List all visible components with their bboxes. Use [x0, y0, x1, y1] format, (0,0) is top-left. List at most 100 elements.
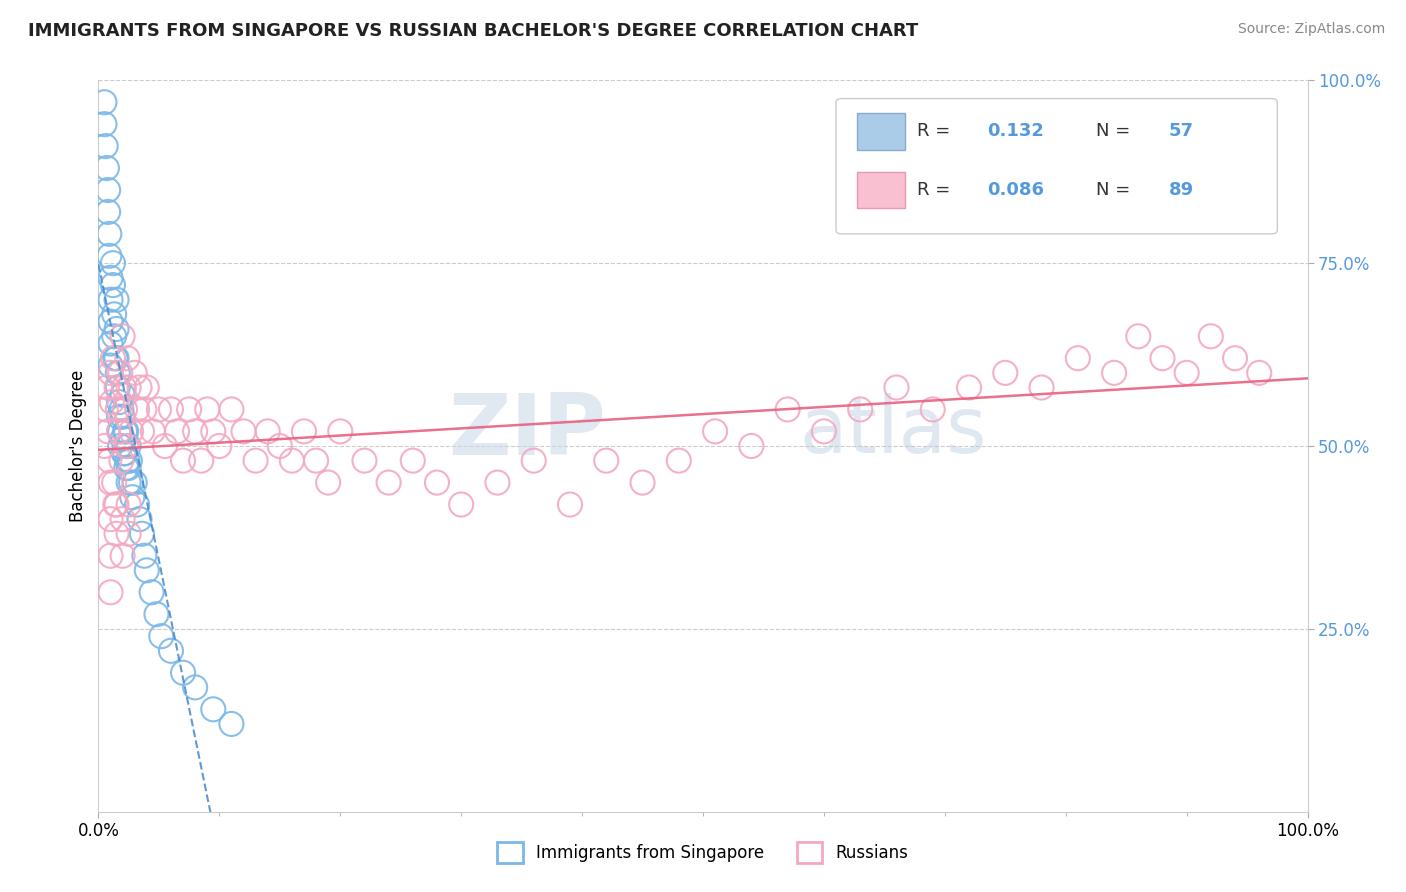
Point	[1249, 366, 1271, 380]
Point	[172, 665, 194, 680]
Point	[166, 425, 188, 439]
Point	[202, 702, 225, 716]
Point	[124, 475, 146, 490]
Point	[281, 453, 304, 467]
Point	[101, 351, 124, 366]
Point	[256, 425, 278, 439]
Point	[849, 402, 872, 417]
Point	[292, 425, 315, 439]
Point	[97, 205, 120, 219]
Point	[118, 526, 141, 541]
Point	[96, 380, 118, 394]
Point	[134, 549, 156, 563]
Point	[450, 498, 472, 512]
Point	[994, 366, 1017, 380]
Point	[108, 439, 131, 453]
Point	[353, 453, 375, 467]
Point	[100, 549, 122, 563]
Point	[668, 453, 690, 467]
Point	[142, 425, 165, 439]
Point	[94, 402, 117, 417]
Point	[160, 644, 183, 658]
FancyBboxPatch shape	[837, 99, 1278, 234]
Point	[94, 139, 117, 153]
Point	[118, 498, 141, 512]
Point	[127, 498, 149, 512]
Point	[111, 329, 134, 343]
Point	[114, 425, 136, 439]
Text: N =: N =	[1097, 181, 1136, 199]
Point	[103, 329, 125, 343]
Text: 0.086: 0.086	[987, 181, 1045, 199]
Point	[100, 315, 122, 329]
Point	[245, 453, 267, 467]
Point	[100, 293, 122, 307]
Point	[111, 432, 134, 446]
Point	[96, 161, 118, 175]
FancyBboxPatch shape	[856, 171, 905, 209]
Point	[305, 453, 328, 467]
Point	[114, 446, 136, 460]
FancyBboxPatch shape	[856, 113, 905, 150]
Point	[100, 512, 122, 526]
Point	[1031, 380, 1053, 394]
Point	[523, 453, 546, 467]
Point	[105, 293, 128, 307]
Point	[1223, 351, 1246, 366]
Point	[1102, 366, 1125, 380]
Point	[105, 380, 128, 394]
Text: IMMIGRANTS FROM SINGAPORE VS RUSSIAN BACHELOR'S DEGREE CORRELATION CHART: IMMIGRANTS FROM SINGAPORE VS RUSSIAN BAC…	[28, 22, 918, 40]
Text: ZIP: ZIP	[449, 390, 606, 473]
Point	[595, 453, 617, 467]
Point	[426, 475, 449, 490]
Point	[118, 475, 141, 490]
Y-axis label: Bachelor's Degree: Bachelor's Degree	[69, 370, 87, 522]
Point	[128, 512, 150, 526]
Point	[1175, 366, 1198, 380]
Point	[108, 395, 131, 409]
Point	[145, 607, 167, 622]
Text: 0.132: 0.132	[987, 122, 1045, 140]
Point	[98, 453, 121, 467]
Point	[486, 475, 509, 490]
Point	[100, 336, 122, 351]
Point	[105, 351, 128, 366]
Point	[97, 183, 120, 197]
Point	[776, 402, 799, 417]
Point	[141, 585, 163, 599]
Point	[184, 425, 207, 439]
Point	[377, 475, 399, 490]
Point	[103, 307, 125, 321]
Point	[1067, 351, 1090, 366]
Point	[118, 453, 141, 467]
Point	[105, 526, 128, 541]
Point	[105, 498, 128, 512]
Point	[208, 439, 231, 453]
Point	[112, 446, 135, 460]
Point	[160, 402, 183, 417]
Point	[100, 475, 122, 490]
Point	[108, 425, 131, 439]
Point	[101, 278, 124, 293]
Point	[1199, 329, 1222, 343]
Point	[153, 439, 176, 453]
Text: N =: N =	[1097, 122, 1136, 140]
Point	[150, 629, 173, 643]
Point	[100, 585, 122, 599]
Point	[100, 359, 122, 373]
Point	[112, 380, 135, 394]
Point	[115, 439, 138, 453]
Point	[104, 498, 127, 512]
Point	[921, 402, 943, 417]
Point	[107, 402, 129, 417]
Point	[631, 475, 654, 490]
Point	[108, 409, 131, 424]
Point	[120, 475, 142, 490]
Point	[1152, 351, 1174, 366]
Point	[100, 270, 122, 285]
Point	[134, 402, 156, 417]
Point	[558, 498, 581, 512]
Point	[111, 549, 134, 563]
Point	[813, 425, 835, 439]
Point	[131, 425, 153, 439]
